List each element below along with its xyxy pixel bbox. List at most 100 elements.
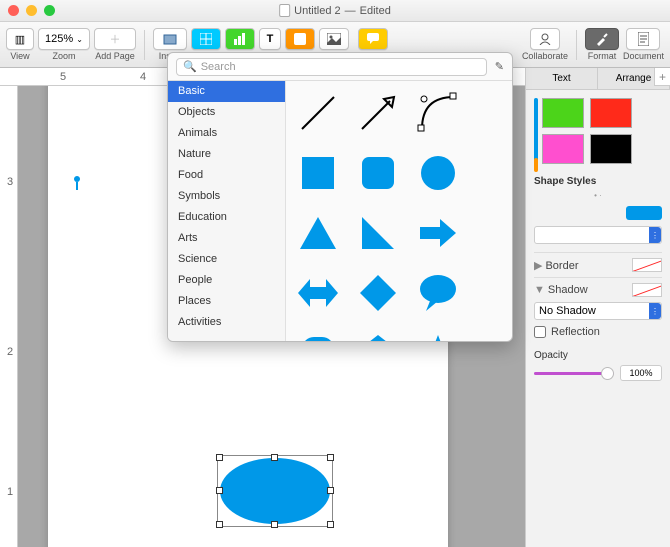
shape-arrow-right[interactable] (416, 211, 460, 255)
selected-ellipse[interactable] (220, 458, 330, 524)
handle-se[interactable] (327, 521, 334, 528)
zoom-window[interactable] (44, 5, 55, 16)
traffic-lights (8, 5, 55, 16)
shape-search-input[interactable]: 🔍 Search (176, 58, 487, 76)
category-arts[interactable]: Arts (168, 228, 285, 249)
shape-styles-title: Shape Styles (534, 176, 662, 187)
handle-w[interactable] (216, 487, 223, 494)
close-window[interactable] (8, 5, 19, 16)
disclosure-icon[interactable]: ▶ (534, 260, 542, 272)
style-accent-blue (534, 98, 538, 164)
cursor-marker (73, 176, 81, 190)
shadow-dropdown[interactable]: No Shadow ⋮ (534, 302, 662, 320)
table-icon (200, 33, 212, 45)
disclosure-icon[interactable]: ▼ (534, 284, 545, 296)
view-button[interactable]: ▥ (6, 28, 34, 50)
tab-text[interactable]: Text (526, 68, 598, 90)
add-page-button[interactable]: ＋ (94, 28, 136, 50)
shape-arrow-biconvex[interactable] (296, 271, 340, 315)
handle-nw[interactable] (216, 454, 223, 461)
category-food[interactable]: Food (168, 165, 285, 186)
reflection-checkbox[interactable] (534, 326, 546, 338)
category-people[interactable]: People (168, 270, 285, 291)
category-places[interactable]: Places (168, 291, 285, 312)
category-activities[interactable]: Activities (168, 312, 285, 333)
shape-star[interactable] (416, 331, 460, 342)
collaborate-button[interactable] (530, 28, 560, 50)
inspector-panel: Text Arrange ▸ Shape Styles • · ⋮ ▶Borde… (525, 68, 670, 547)
text-button[interactable]: T (259, 28, 281, 50)
file-name: Untitled 2 (294, 5, 340, 17)
opacity-slider[interactable] (534, 372, 614, 375)
document-icon (638, 32, 649, 46)
shape-triangle[interactable] (296, 211, 340, 255)
chart-button[interactable] (225, 28, 255, 50)
swatch-red[interactable] (590, 98, 632, 128)
insert-button[interactable] (153, 28, 187, 50)
table-button[interactable] (191, 28, 221, 50)
titlebar: Untitled 2 — Edited (0, 0, 670, 22)
category-basic[interactable]: Basic (168, 81, 285, 102)
swatch-black[interactable] (590, 134, 632, 164)
minimize-window[interactable] (26, 5, 37, 16)
opacity-value[interactable]: 100% (620, 365, 662, 381)
shadow-none-swatch[interactable] (632, 283, 662, 297)
edit-shapes-button[interactable]: ✎ (495, 60, 504, 73)
format-button[interactable] (585, 28, 619, 50)
shape-circle[interactable] (416, 151, 460, 195)
opacity-label: Opacity (534, 350, 662, 361)
shape-speech[interactable] (416, 271, 460, 315)
category-education[interactable]: Education (168, 207, 285, 228)
selection-bounds (217, 455, 333, 527)
handle-ne[interactable] (327, 454, 334, 461)
category-animals[interactable]: Animals (168, 123, 285, 144)
handle-n[interactable] (271, 454, 278, 461)
shape-diamond[interactable] (356, 271, 400, 315)
shape-icon (294, 33, 306, 45)
current-fill-swatch[interactable] (626, 206, 662, 220)
stepper-icon: ⋮ (649, 303, 661, 319)
chart-icon (234, 33, 246, 45)
document-button[interactable] (626, 28, 660, 50)
media-icon (327, 33, 341, 45)
search-icon: 🔍 (183, 60, 197, 73)
shape-button[interactable] (285, 28, 315, 50)
shape-right-triangle[interactable] (356, 211, 400, 255)
shape-grid (286, 81, 512, 342)
ruler-vertical: 3 2 1 (0, 86, 18, 547)
border-none-swatch[interactable] (632, 258, 662, 272)
category-objects[interactable]: Objects (168, 102, 285, 123)
handle-sw[interactable] (216, 521, 223, 528)
reflection-label: Reflection (551, 326, 600, 338)
swatch-pink[interactable] (542, 134, 584, 164)
shape-pentagon[interactable] (356, 331, 400, 342)
comment-button[interactable] (358, 28, 388, 50)
swatch-green[interactable] (542, 98, 584, 128)
handle-s[interactable] (271, 521, 278, 528)
shape-line[interactable] (296, 91, 340, 135)
style-swatches (542, 98, 662, 164)
category-science[interactable]: Science (168, 249, 285, 270)
shape-arrow-line[interactable] (356, 91, 400, 135)
media-button[interactable] (319, 28, 349, 50)
file-status: Edited (360, 5, 391, 17)
zoom-select[interactable]: 125% ⌄ (38, 28, 90, 50)
shape-popover: 🔍 Search ✎ BasicObjectsAnimalsNatureFood… (167, 52, 513, 342)
style-pager: • · (534, 191, 662, 200)
add-column-button[interactable]: + (654, 68, 670, 86)
shape-square[interactable] (296, 151, 340, 195)
shape-squircle[interactable] (296, 331, 340, 342)
shape-curve[interactable] (416, 91, 460, 135)
insert-icon (163, 32, 177, 46)
document-title: Untitled 2 — Edited (279, 4, 391, 17)
collaborate-icon (538, 33, 552, 45)
view-label: View (10, 51, 29, 61)
category-symbols[interactable]: Symbols (168, 186, 285, 207)
fill-dropdown[interactable]: ⋮ (534, 226, 662, 244)
handle-e[interactable] (327, 487, 334, 494)
inspector-tabs: Text Arrange (526, 68, 670, 90)
chevron-down-icon: ⌄ (76, 35, 83, 44)
slider-knob[interactable] (601, 367, 614, 380)
shape-rounded[interactable] (356, 151, 400, 195)
category-nature[interactable]: Nature (168, 144, 285, 165)
